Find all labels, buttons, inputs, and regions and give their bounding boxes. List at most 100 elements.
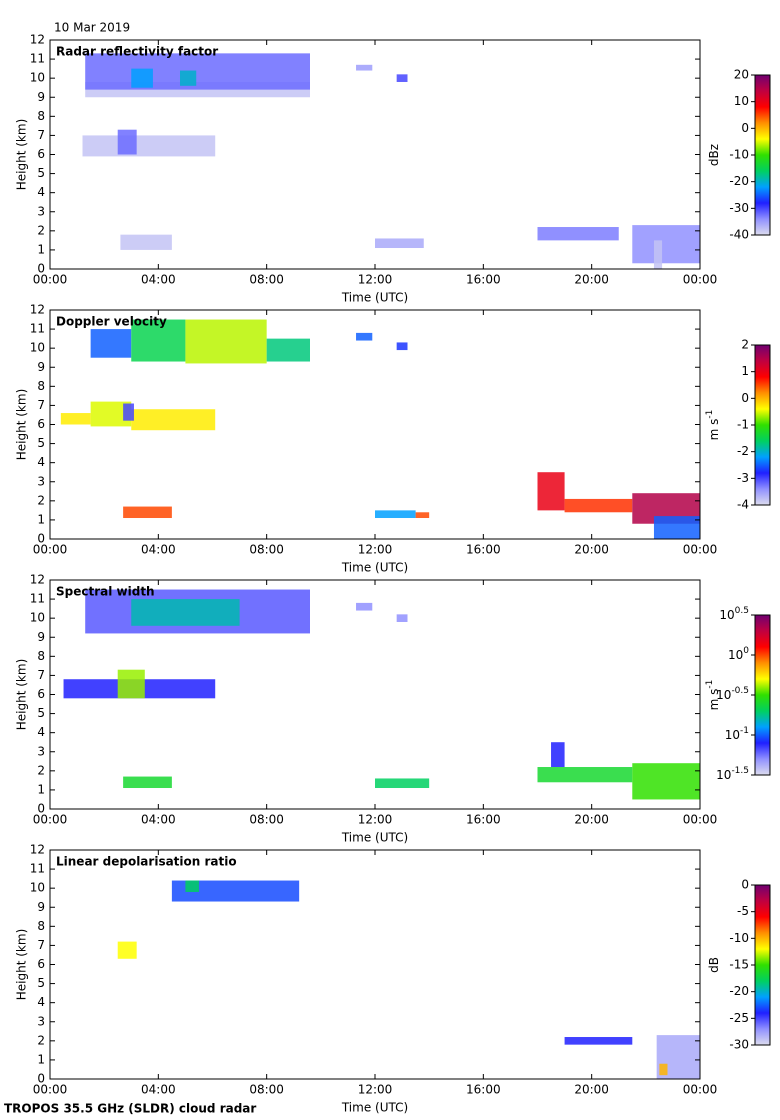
colorbar-unit: m s [707,689,721,711]
colorbar-tick-label: -20 [729,984,749,998]
x-tick-label: 04:00 [141,543,176,557]
data-cell [632,763,700,800]
x-tick-label: 12:00 [358,543,393,557]
x-axis-label: Time (UTC) [341,831,408,845]
y-tick-label: 12 [30,33,45,47]
data-cell [120,234,172,250]
y-tick-label: 2 [37,493,45,507]
data-cell [653,240,663,269]
colorbar-tick-label: -20 [729,174,749,188]
panel-title: Radar reflectivity factor [56,45,218,59]
colorbar-tick-label: 10-1.5 [716,766,749,782]
data-cell [131,409,216,431]
date: 10 Mar 2019 [54,21,130,35]
data-cell [131,319,186,362]
y-tick-label: 6 [37,687,45,701]
y-tick-label: 12 [30,573,45,587]
data-cell [123,776,172,789]
colorbar [754,74,771,236]
colorbar-tick-label: 1 [741,364,749,378]
data-cell [396,342,408,351]
y-axis-label: Height (km) [15,119,29,190]
data-cell [117,669,145,699]
data-cell [123,403,134,421]
colorbar-tick-label: -4 [737,498,749,512]
y-tick-label: 1 [37,512,45,526]
colorbar [754,614,771,776]
colorbar-tick-exp: -1 [740,726,749,736]
colorbar-tick-base: 10 [719,608,734,622]
x-tick-label: 08:00 [249,1083,284,1097]
x-tick-label: 16:00 [466,813,501,827]
colorbar-tick-exp: -1.5 [731,766,749,776]
data-cell [537,767,633,783]
y-tick-label: 6 [37,147,45,161]
panel-title: Linear depolarisation ratio [56,855,237,869]
colorbar-label: m s-1 [705,410,721,441]
colorbar-tick-label: -3 [737,471,749,485]
data-cell [356,332,373,341]
x-tick-label: 00:00 [683,1083,718,1097]
data-cell [60,413,91,425]
x-tick-label: 00:00 [33,1083,68,1097]
y-axis-label: Height (km) [15,659,29,730]
x-axis-label: Time (UTC) [341,1101,408,1115]
y-tick-label: 0 [37,802,45,816]
colorbar-tick-label: 2 [741,338,749,352]
x-axis-label: Time (UTC) [341,291,408,305]
y-tick-label: 1 [37,1052,45,1066]
x-tick-label: 20:00 [574,813,609,827]
data-cell [82,135,216,157]
colorbar-tick-label: -40 [729,228,749,242]
panel-title: Spectral width [56,585,155,599]
y-tick-label: 4 [37,455,45,469]
y-axis-label: Height (km) [15,389,29,460]
y-tick-label: 6 [37,957,45,971]
colorbar-tick-base: 10 [728,648,743,662]
colorbar-tick-label: 0 [741,391,749,405]
y-tick-label: 1 [37,242,45,256]
y-tick-label: 2 [37,1033,45,1047]
x-axis-label: Time (UTC) [341,561,408,575]
footer: TROPOS 35.5 GHz (SLDR) cloud radar [4,1102,256,1116]
colorbar-tick-label: 0 [741,878,749,892]
x-tick-label: 00:00 [683,543,718,557]
y-tick-label: 5 [37,166,45,180]
colorbar-label: m s-1 [705,680,721,711]
data-cell [131,68,153,88]
data-cell [537,227,619,241]
colorbar-tick-label: -15 [729,958,749,972]
y-tick-label: 12 [30,843,45,857]
data-cell [396,614,408,622]
data-cell [653,516,700,539]
data-cell [123,506,172,519]
panel-title: Doppler velocity [56,315,167,329]
colorbar-label: dB [707,957,721,973]
data-cell [356,64,373,71]
x-tick-label: 00:00 [33,543,68,557]
colorbar-tick-label: 0 [741,121,749,135]
y-tick-label: 2 [37,223,45,237]
y-tick-label: 9 [37,90,45,104]
x-tick-label: 00:00 [33,813,68,827]
data-cell [117,129,137,155]
x-tick-label: 16:00 [466,543,501,557]
data-cell [564,498,633,513]
colorbar-unit: dBz [707,144,721,166]
colorbar-tick-label: 10-0.5 [716,686,749,702]
x-tick-label: 12:00 [358,1083,393,1097]
y-tick-label: 6 [37,417,45,431]
x-tick-label: 00:00 [683,813,718,827]
y-tick-label: 3 [37,1014,45,1028]
y-tick-label: 3 [37,474,45,488]
colorbar-tick-label: 100.5 [719,606,749,622]
data-cell [659,1063,668,1076]
y-tick-label: 11 [30,322,45,336]
data-cell [375,778,430,789]
colorbar-tick-label: -10 [729,148,749,162]
y-tick-label: 3 [37,744,45,758]
colorbar-tick-base: 10 [716,688,731,702]
x-tick-label: 12:00 [358,273,393,287]
y-tick-label: 11 [30,52,45,66]
